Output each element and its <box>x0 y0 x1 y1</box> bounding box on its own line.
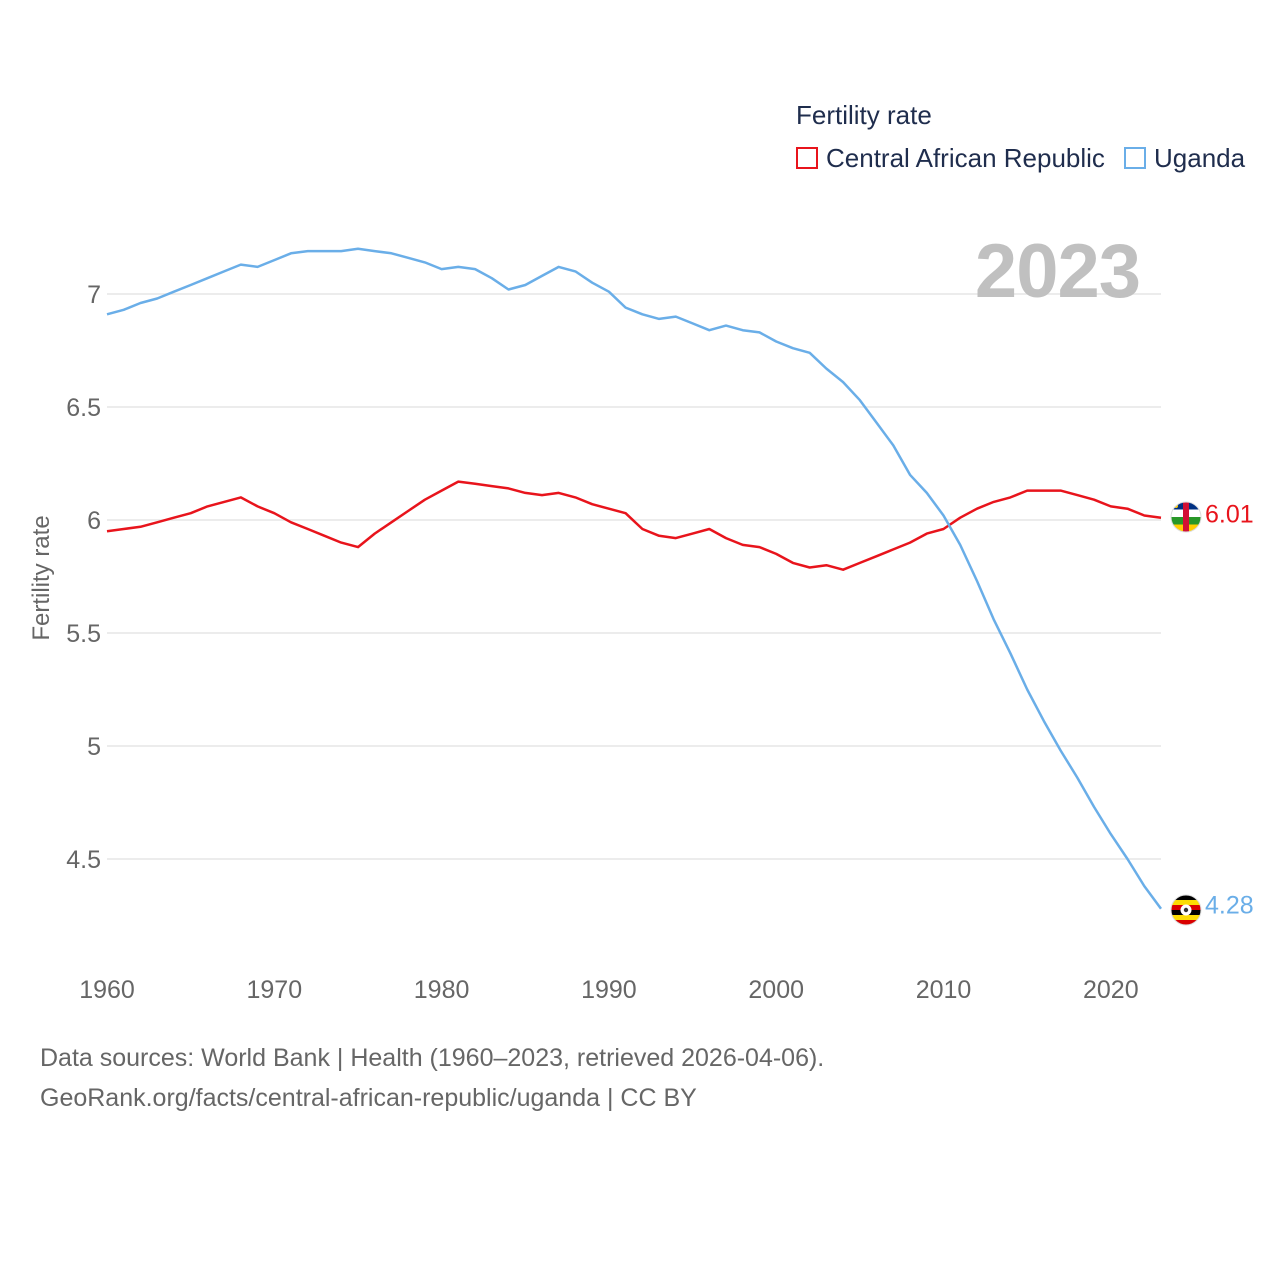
legend-title: Fertility rate <box>796 100 932 130</box>
x-tick-label: 2000 <box>748 976 804 1004</box>
y-tick-label: 6.5 <box>66 394 101 422</box>
x-tick-label: 1980 <box>414 976 470 1004</box>
y-tick-label: 5 <box>87 733 101 761</box>
y-tick-label: 4.5 <box>66 846 101 874</box>
y-axis-label: Fertility rate <box>28 515 55 641</box>
legend-swatch-central-african-republic <box>796 147 818 169</box>
series-line-central-african-republic <box>106 480 1162 571</box>
y-axis-ticks: 4.5 5 5.5 6 6.5 7 <box>66 281 101 874</box>
footer-attribution[interactable]: GeoRank.org/facts/central-african-republ… <box>40 1084 697 1112</box>
series-lines <box>106 247 1163 910</box>
x-tick-label: 2020 <box>1083 976 1139 1004</box>
legend-item-uganda[interactable]: Uganda <box>1124 142 1245 174</box>
grid-lines <box>107 293 1161 860</box>
legend-item-central-african-republic[interactable]: Central African Republic <box>796 142 1105 174</box>
footer-sources: Data sources: World Bank | Health (1960–… <box>40 1044 825 1072</box>
x-tick-label: 1970 <box>246 976 302 1004</box>
legend-label-uganda: Uganda <box>1154 142 1246 173</box>
end-value-label: 6.01 <box>1205 501 1254 529</box>
legend-swatch-uganda <box>1124 147 1146 169</box>
legend-label-central-african-republic: Central African Republic <box>826 142 1105 173</box>
end-value-label: 4.28 <box>1205 892 1254 920</box>
x-tick-label: 1990 <box>581 976 637 1004</box>
y-tick-label: 5.5 <box>66 620 101 648</box>
x-tick-label: 1960 <box>79 976 135 1004</box>
y-tick-label: 7 <box>87 281 101 309</box>
y-tick-label: 6 <box>87 507 101 535</box>
x-tick-label: 2010 <box>916 976 972 1004</box>
uganda-flag-icon <box>1171 895 1201 925</box>
year-badge: 2023 <box>974 229 1141 314</box>
x-axis-ticks: 1960 1970 1980 1990 2000 2010 2020 <box>79 976 1138 1004</box>
end-labels: 6.01 4.28 <box>1205 501 1254 920</box>
series-line-uganda <box>106 247 1163 910</box>
